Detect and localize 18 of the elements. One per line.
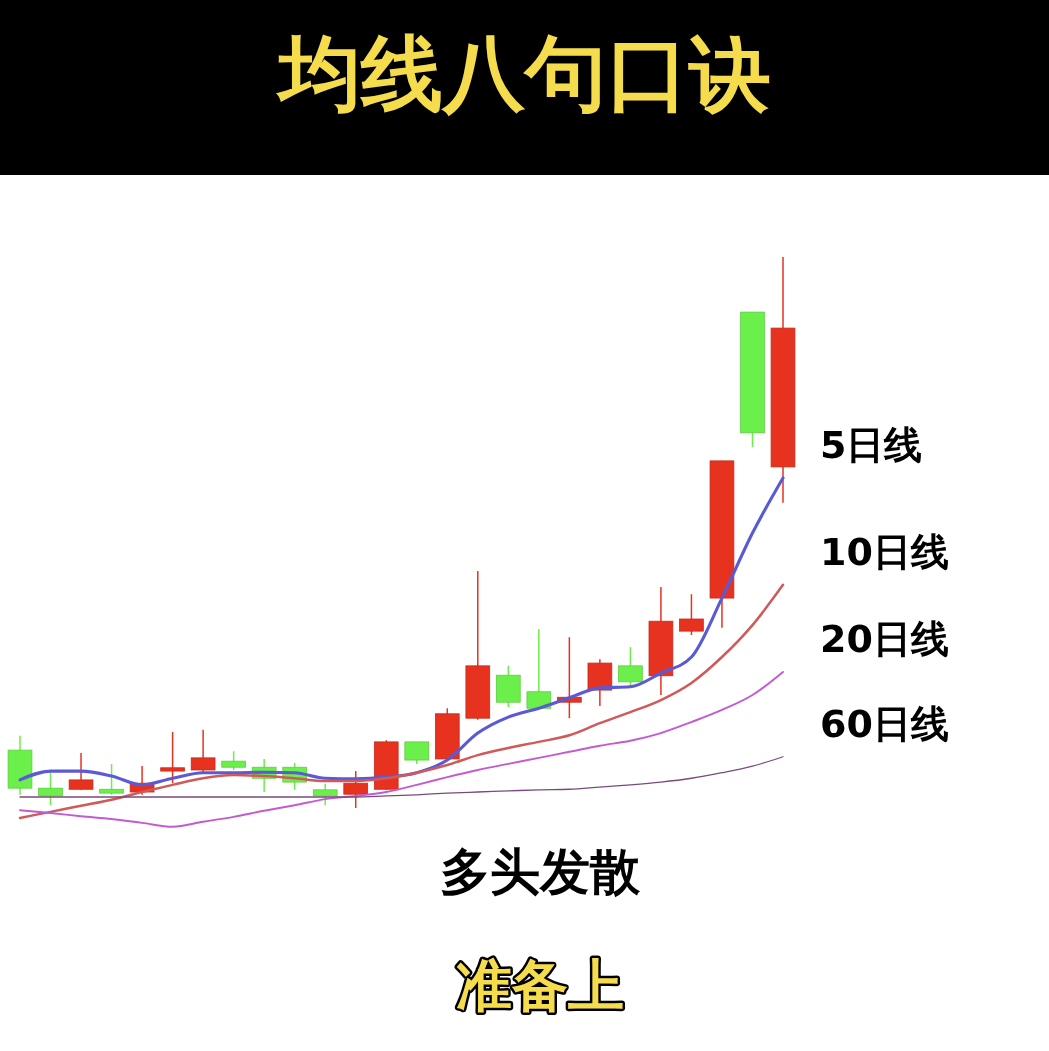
candlestick <box>99 763 124 796</box>
candlestick <box>343 770 369 809</box>
series-label: 5日线 <box>820 423 923 468</box>
candlestick <box>221 750 246 771</box>
candlestick <box>38 771 63 806</box>
candlestick <box>190 729 216 773</box>
series-label: 20日线 <box>820 617 949 662</box>
series-label: 10日线 <box>820 530 949 575</box>
candlestick <box>679 593 704 636</box>
text: 多头发散 <box>440 842 641 901</box>
text: 准备上 <box>456 953 624 1019</box>
candlestick <box>404 741 430 765</box>
candlestick <box>68 752 94 791</box>
candlestick <box>526 628 552 711</box>
chart-title: 均线八句口诀 <box>274 26 771 122</box>
candlestick <box>618 646 643 688</box>
series-label: 60日线 <box>820 702 949 747</box>
candlestick <box>160 731 185 784</box>
